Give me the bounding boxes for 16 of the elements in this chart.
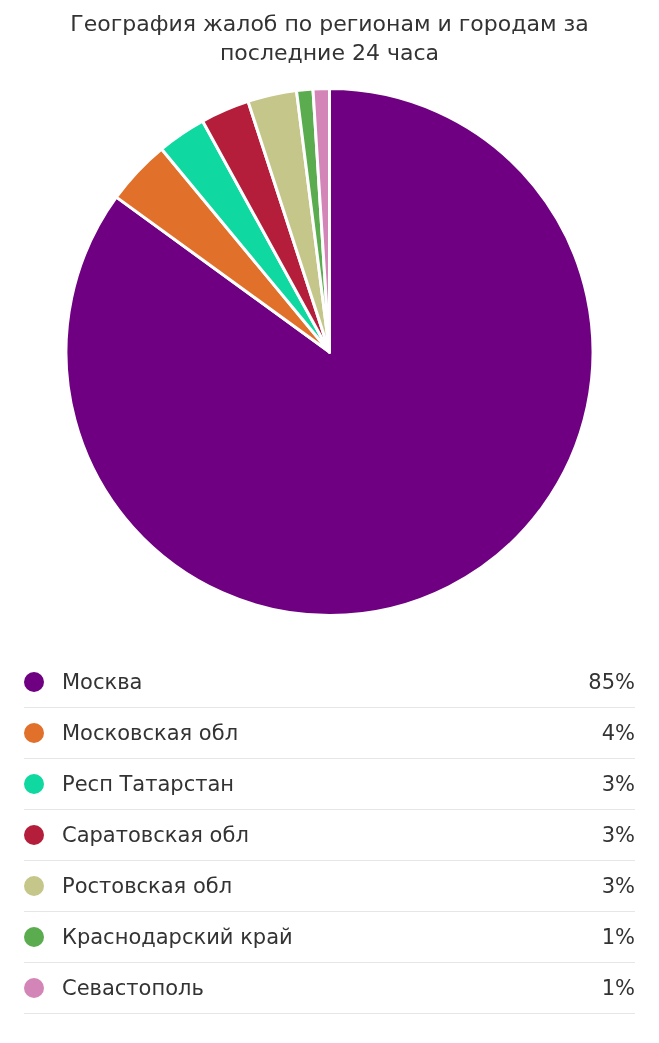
legend-label: Краснодарский край	[62, 925, 294, 950]
legend-label: Ростовская обл	[62, 874, 234, 899]
chart-title: География жалоб по регионам и городам за последние 24 часа	[69, 10, 590, 67]
data-label: 3%	[601, 874, 635, 899]
legend-label: Севастополь	[62, 976, 205, 1001]
data-label: 1%	[601, 976, 635, 1001]
legend-label: Респ Татарстан	[62, 772, 236, 797]
data-label: 3%	[601, 772, 635, 797]
data-label: 1%	[601, 925, 635, 950]
legend-label: Саратовская обл	[62, 823, 250, 848]
data-label: 4%	[601, 721, 635, 746]
legend-label: Московская обл	[62, 721, 240, 746]
data-label: 3%	[601, 823, 635, 848]
data-label: 85%	[588, 670, 635, 695]
pie-slice	[64, 87, 595, 617]
legend-label: Москва	[62, 670, 144, 695]
